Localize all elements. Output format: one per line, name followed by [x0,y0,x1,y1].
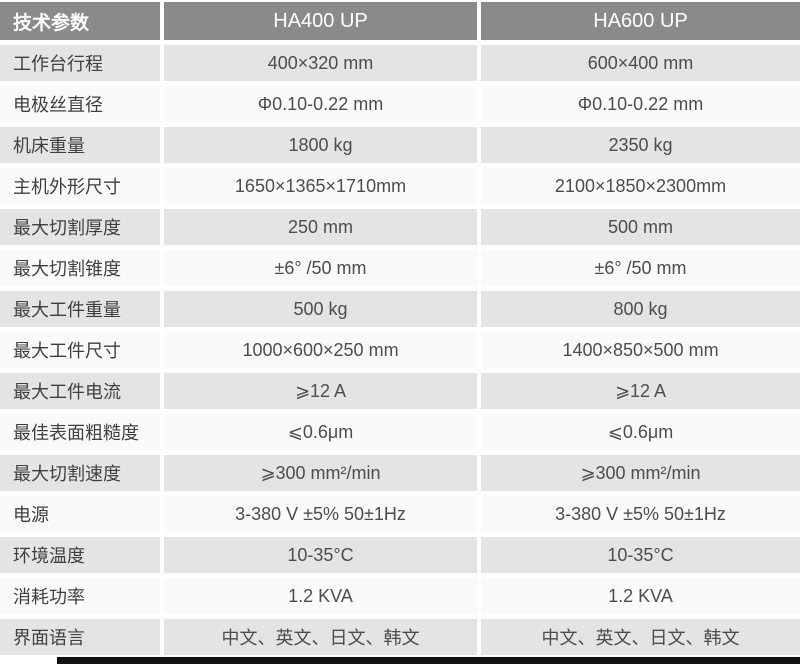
table-row-wire-diameter: 电极丝直径 Φ0.10-0.22 mm Φ0.10-0.22 mm [0,86,800,122]
spec-value-ha600: 3-380 V ±5% 50±1Hz [481,496,800,532]
row-label: 最大切割锥度 [0,250,160,286]
spec-value-ha400: 1.2 KVA [164,578,477,614]
spec-value-ha600: ±6° /50 mm [481,250,800,286]
row-label: 电源 [0,496,160,532]
table-row-power-consumption: 消耗功率 1.2 KVA 1.2 KVA [0,578,800,614]
spec-value-ha600: 1.2 KVA [481,578,800,614]
bottom-accent-bar [57,657,800,664]
table-row-machine-dimensions: 主机外形尺寸 1650×1365×1710mm 2100×1850×2300mm [0,168,800,204]
row-label: 机床重量 [0,127,160,163]
spec-value-ha400: ±6° /50 mm [164,250,477,286]
row-label: 最大切割速度 [0,455,160,491]
spec-value-ha600: ⩾12 A [481,373,800,409]
spec-value-ha600: 2100×1850×2300mm [481,168,800,204]
table-row-worktable-travel: 工作台行程 400×320 mm 600×400 mm [0,45,800,81]
table-row-max-cutting-speed: 最大切割速度 ⩾300 mm²/min ⩾300 mm²/min [0,455,800,491]
spec-value-ha600: ⩽0.6μm [481,414,800,450]
spec-value-ha400: 10-35°C [164,537,477,573]
row-label: 消耗功率 [0,578,160,614]
spec-value-ha600: 2350 kg [481,127,800,163]
table-row-max-working-current: 最大工件电流 ⩾12 A ⩾12 A [0,373,800,409]
spec-value-ha600: 10-35°C [481,537,800,573]
spec-value-ha600: Φ0.10-0.22 mm [481,86,800,122]
spec-value-ha400: ⩽0.6μm [164,414,477,450]
header-model-ha600: HA600 UP [481,2,800,40]
row-label: 环境温度 [0,537,160,573]
spec-value-ha400: 1650×1365×1710mm [164,168,477,204]
spec-value-ha400: ⩾300 mm²/min [164,455,477,491]
table-row-max-workpiece-weight: 最大工件重量 500 kg 800 kg [0,291,800,327]
table-row-max-cutting-taper: 最大切割锥度 ±6° /50 mm ±6° /50 mm [0,250,800,286]
row-label: 电极丝直径 [0,86,160,122]
table-row-max-cutting-thickness: 最大切割厚度 250 mm 500 mm [0,209,800,245]
table-row-power-supply: 电源 3-380 V ±5% 50±1Hz 3-380 V ±5% 50±1Hz [0,496,800,532]
spec-value-ha600: 1400×850×500 mm [481,332,800,368]
row-label: 最大工件尺寸 [0,332,160,368]
row-label: 最大工件重量 [0,291,160,327]
spec-value-ha400: Φ0.10-0.22 mm [164,86,477,122]
table-row-interface-language: 界面语言 中文、英文、日文、韩文 中文、英文、日文、韩文 [0,619,800,655]
spec-value-ha400: 1800 kg [164,127,477,163]
row-label: 界面语言 [0,619,160,655]
table-row-max-workpiece-size: 最大工件尺寸 1000×600×250 mm 1400×850×500 mm [0,332,800,368]
row-label: 最大切割厚度 [0,209,160,245]
table-row-ambient-temperature: 环境温度 10-35°C 10-35°C [0,537,800,573]
row-label: 最大工件电流 [0,373,160,409]
spec-value-ha400: 3-380 V ±5% 50±1Hz [164,496,477,532]
table-row-best-surface-roughness: 最佳表面粗糙度 ⩽0.6μm ⩽0.6μm [0,414,800,450]
spec-value-ha600: 中文、英文、日文、韩文 [481,619,800,655]
spec-value-ha400: 400×320 mm [164,45,477,81]
spec-value-ha400: 250 mm [164,209,477,245]
spec-value-ha600: 600×400 mm [481,45,800,81]
row-label: 主机外形尺寸 [0,168,160,204]
row-label: 工作台行程 [0,45,160,81]
spec-value-ha600: ⩾300 mm²/min [481,455,800,491]
spec-value-ha400: 500 kg [164,291,477,327]
spec-value-ha400: 1000×600×250 mm [164,332,477,368]
row-label: 最佳表面粗糙度 [0,414,160,450]
header-param-label: 技术参数 [0,2,160,40]
header-model-ha400: HA400 UP [164,2,477,40]
spec-value-ha600: 500 mm [481,209,800,245]
table-row-machine-weight: 机床重量 1800 kg 2350 kg [0,127,800,163]
spec-value-ha400: 中文、英文、日文、韩文 [164,619,477,655]
spec-value-ha400: ⩾12 A [164,373,477,409]
spec-value-ha600: 800 kg [481,291,800,327]
table-header-row: 技术参数 HA400 UP HA600 UP [0,2,800,40]
